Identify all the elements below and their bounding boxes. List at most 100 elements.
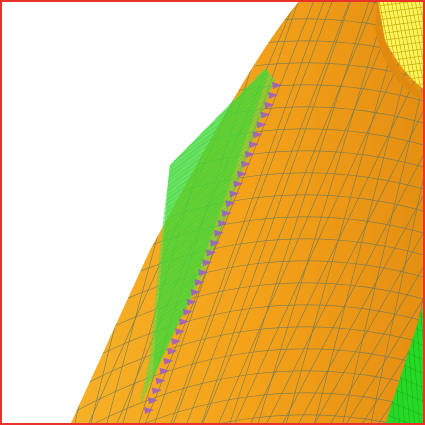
cylinder-mesh-diagonal xyxy=(351,0,425,425)
cylinder-mesh-arc xyxy=(70,392,425,425)
cylinder-mesh-line xyxy=(166,0,337,425)
green-mesh-line xyxy=(234,93,242,169)
green-mesh-line xyxy=(212,112,223,234)
purple-seam-tooth xyxy=(171,338,182,346)
green-mesh-line xyxy=(220,105,230,210)
cylinder-mesh-diagonal xyxy=(304,0,425,425)
green-mesh-line xyxy=(186,133,202,305)
green-mesh-line xyxy=(248,82,253,132)
cylinder-mesh-diagonal xyxy=(258,0,425,425)
purple-seam-tooth xyxy=(159,367,170,375)
purple-seam-tooth xyxy=(229,190,240,198)
cylinder-mesh-line xyxy=(367,0,425,425)
cylinder-mesh-line xyxy=(70,0,101,425)
green-mesh-line xyxy=(164,152,183,370)
green-mesh-line xyxy=(254,77,258,115)
green-mesh-line xyxy=(261,71,264,94)
purple-seam-tooth xyxy=(237,170,248,178)
purple-seam-tooth xyxy=(217,219,228,227)
green-mesh-line xyxy=(190,130,205,295)
green-corner-mesh-line xyxy=(385,411,425,425)
purple-seam-tooth xyxy=(194,278,205,286)
cylinder-mesh-diagonal xyxy=(289,0,425,425)
green-mesh-line xyxy=(230,97,238,183)
purple-mesh-seam xyxy=(144,82,282,414)
purple-seam-tooth xyxy=(268,91,279,99)
cylinder-mesh-line xyxy=(0,0,63,425)
green-mesh-line xyxy=(192,128,207,288)
cylinder-mesh-diagonal xyxy=(211,0,407,425)
green-mesh-line xyxy=(222,103,232,203)
purple-seam-tooth xyxy=(182,308,193,316)
purple-seam-tooth xyxy=(155,377,166,385)
green-mesh-line xyxy=(236,92,243,166)
purple-seam-tooth xyxy=(225,200,236,208)
purple-seam-tooth xyxy=(202,259,213,267)
purple-seam-tooth xyxy=(272,82,282,89)
green-mesh-line xyxy=(197,124,211,275)
cylinder-mesh-arc xyxy=(70,370,425,425)
green-mesh-line xyxy=(246,83,252,135)
green-mesh-line xyxy=(250,80,255,125)
purple-seam-tooth xyxy=(147,397,158,405)
green-mesh-line xyxy=(255,76,259,111)
green-mesh-line xyxy=(200,122,213,268)
green-mesh-line xyxy=(168,148,187,356)
cylinder-mesh-diagonal xyxy=(336,0,425,425)
purple-seam-tooth xyxy=(221,210,232,218)
purple-seam-tooth xyxy=(175,328,186,336)
cylinder-mesh-diagonal xyxy=(273,0,425,425)
purple-seam-tooth xyxy=(240,160,251,168)
green-mesh-line xyxy=(174,143,192,339)
cylinder-mesh-line xyxy=(70,0,82,425)
purple-seam-tooth xyxy=(252,131,263,139)
cylinder-mesh-line xyxy=(0,0,45,425)
purple-seam-tooth xyxy=(198,269,209,277)
purple-seam-tooth xyxy=(206,249,217,257)
purple-seam-tooth xyxy=(186,298,197,306)
cylinder-mesh-line xyxy=(138,0,319,425)
green-mesh-line xyxy=(256,75,260,108)
green-mesh-line xyxy=(179,139,196,326)
cylinder-mesh-line xyxy=(252,0,392,425)
green-mesh-line xyxy=(209,114,221,241)
cylinder-mesh-diagonal xyxy=(0,0,16,425)
green-mesh-line xyxy=(161,154,181,377)
green-mesh-line xyxy=(225,101,234,196)
green-mesh-line xyxy=(204,118,217,254)
green-mesh-line xyxy=(262,70,265,91)
yellow-mesh-line xyxy=(410,0,425,90)
green-mesh-line xyxy=(172,145,190,346)
purple-seam-tooth xyxy=(167,347,178,355)
green-mesh-line xyxy=(182,137,198,319)
green-mesh-line xyxy=(245,84,251,139)
cylinder-mesh-line xyxy=(0,0,9,425)
cylinder-mesh-line xyxy=(0,0,27,425)
green-mesh-line xyxy=(232,95,240,176)
green-mesh-line xyxy=(258,73,262,101)
green-mesh-line xyxy=(150,163,172,405)
purple-seam-tooth xyxy=(144,407,154,414)
purple-seam-tooth xyxy=(256,121,267,129)
green-mesh-line xyxy=(239,89,246,156)
yellow-mesh-line xyxy=(414,0,425,90)
cylinder-mesh-diagonal xyxy=(0,0,42,425)
purple-seam-tooth xyxy=(209,239,220,247)
purple-seam-tooth xyxy=(151,387,162,395)
purple-seam-tooth xyxy=(248,141,259,149)
green-mesh-line xyxy=(158,157,178,387)
purple-seam-tooth xyxy=(190,288,201,296)
green-mesh-line xyxy=(218,107,228,217)
green-mesh-line xyxy=(215,109,226,224)
green-corner-mesh-line xyxy=(419,300,425,425)
green-mesh-line xyxy=(249,81,254,128)
cylinder-mesh-diagonal xyxy=(70,0,95,425)
green-mesh-line xyxy=(242,87,248,149)
green-mesh-line xyxy=(201,121,214,264)
green-mesh-line xyxy=(208,115,220,244)
green-mesh-line xyxy=(207,116,219,247)
cylinder-mesh-arc xyxy=(70,326,425,399)
green-mesh-line xyxy=(210,113,222,237)
